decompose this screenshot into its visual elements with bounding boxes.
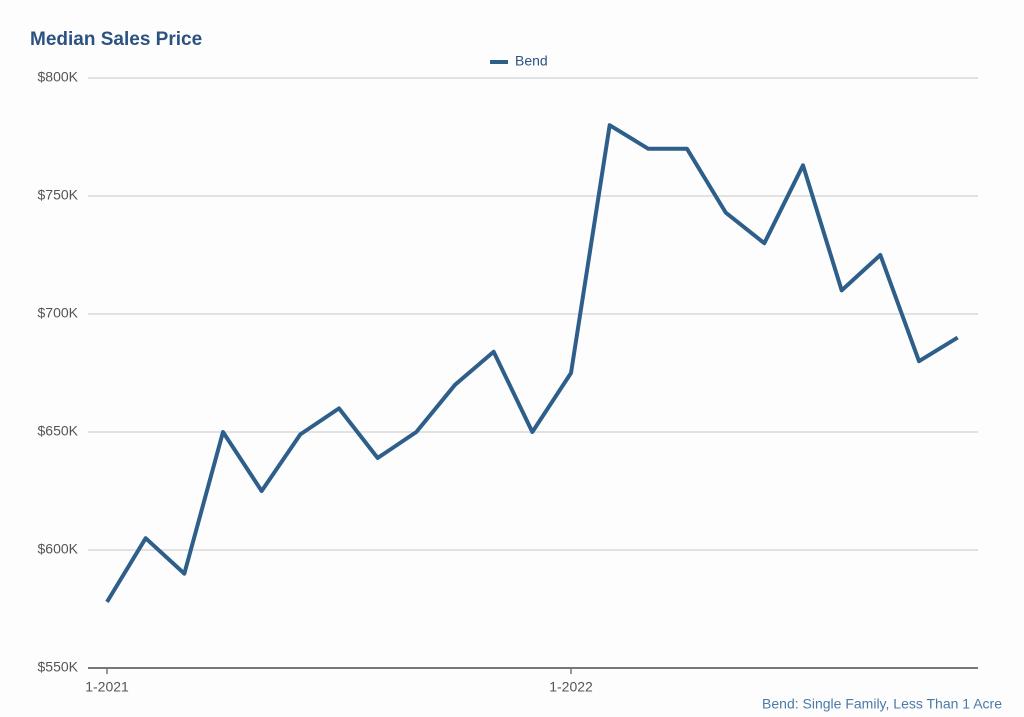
y-tick-label: $600K — [38, 541, 79, 557]
y-tick-label: $650K — [38, 423, 79, 439]
legend-label: Bend — [515, 53, 548, 69]
chart-title: Median Sales Price — [30, 29, 202, 50]
x-tick-label: 1-2021 — [85, 679, 129, 695]
y-tick-label: $750K — [38, 187, 79, 203]
y-tick-label: $550K — [38, 659, 79, 675]
y-tick-label: $700K — [38, 305, 79, 321]
footnote: Bend: Single Family, Less Than 1 Acre — [762, 696, 1002, 712]
y-tick-label: $800K — [38, 69, 79, 85]
x-tick-label: 1-2022 — [549, 679, 593, 695]
line — [105, 123, 959, 603]
